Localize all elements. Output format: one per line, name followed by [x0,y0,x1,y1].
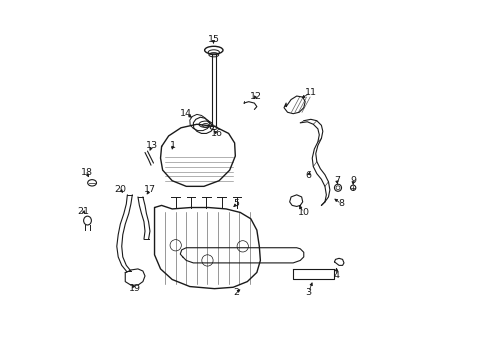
Text: 21: 21 [77,207,89,216]
Text: 19: 19 [128,284,140,293]
Text: 12: 12 [249,91,261,100]
Text: 6: 6 [305,171,311,180]
Text: 3: 3 [305,288,311,297]
Text: 15: 15 [207,35,219,44]
Text: 17: 17 [143,185,156,194]
Text: 16: 16 [210,129,223,138]
Text: 1: 1 [170,141,176,150]
Text: 9: 9 [349,176,355,185]
Text: 20: 20 [114,185,126,194]
Text: 4: 4 [333,271,339,280]
Text: 10: 10 [297,208,309,217]
Text: 13: 13 [146,141,158,150]
Text: 5: 5 [233,199,239,208]
Text: 7: 7 [333,176,339,185]
Text: 8: 8 [338,199,344,208]
Text: 18: 18 [81,168,92,177]
Text: 2: 2 [233,288,239,297]
Text: 14: 14 [180,109,192,118]
Text: 11: 11 [304,88,316,97]
